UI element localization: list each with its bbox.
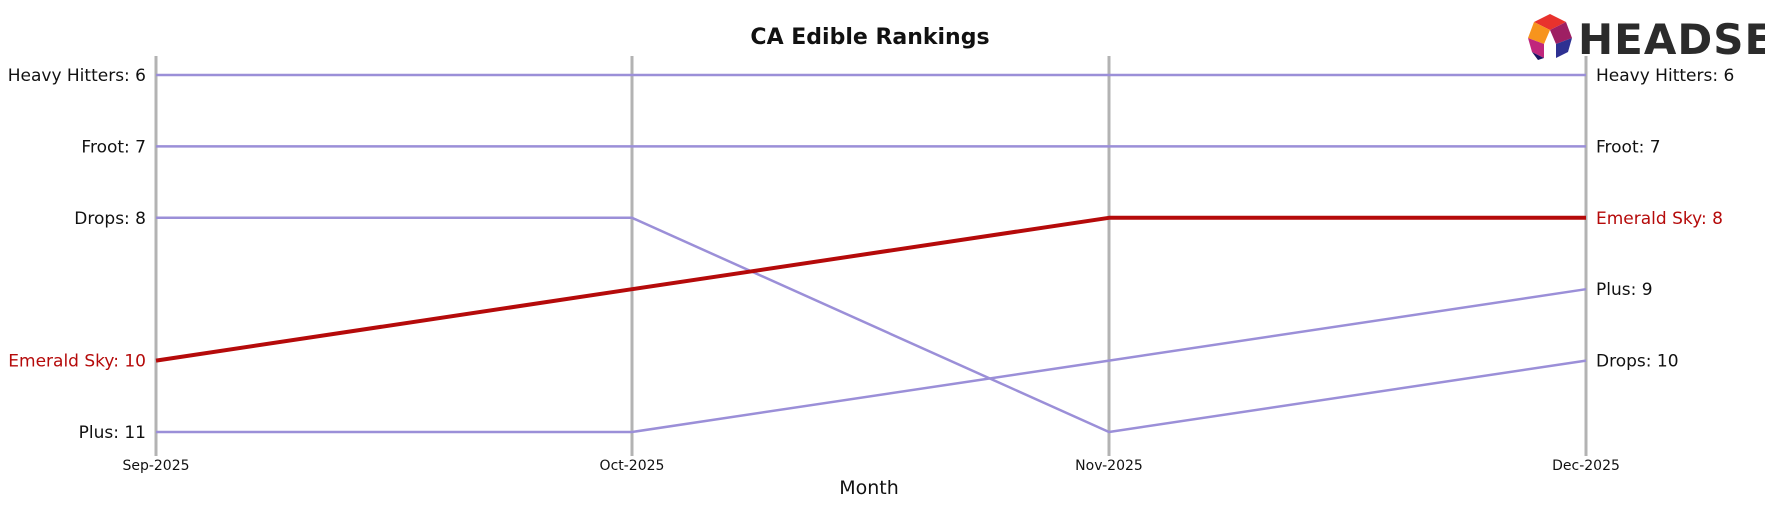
right-label-plus: Plus: 9: [1596, 280, 1653, 300]
headset-logo-mark: [1528, 14, 1572, 60]
series-line-emerald-sky: [155, 215, 1586, 363]
right-label-heavy-hitters: Heavy Hitters: 6: [1596, 66, 1734, 86]
x-tick-labels: Sep-2025 Oct-2025 Nov-2025 Dec-2025: [122, 458, 1619, 474]
x-tick-dec-2025: Dec-2025: [1552, 458, 1620, 474]
month-gridlines: [154, 56, 1588, 456]
logo-facet: [1532, 52, 1544, 60]
logo-text: HEADSET: [1578, 15, 1765, 64]
series-lines: [155, 73, 1587, 434]
left-rank-labels: Heavy Hitters: 6 Froot: 7 Drops: 8 Emerald …: [8, 66, 146, 443]
chart-title: CA Edible Rankings: [750, 25, 989, 50]
left-label-heavy-hitters: Heavy Hitters: 6: [8, 66, 146, 86]
x-tick-nov-2025: Nov-2025: [1075, 458, 1143, 474]
x-tick-oct-2025: Oct-2025: [600, 458, 665, 474]
logo-facet: [1550, 22, 1572, 44]
series-line-drops: [156, 216, 1587, 434]
logo-facet: [1528, 38, 1544, 58]
x-axis-label: Month: [839, 477, 899, 499]
logo-facet: [1528, 22, 1550, 44]
left-label-emerald-sky: Emerald Sky: 10: [8, 352, 146, 372]
series-line-plus: [156, 287, 1587, 434]
left-label-drops: Drops: 8: [74, 209, 146, 229]
headset-logo: HEADSET: [1528, 14, 1765, 64]
x-tick-sep-2025: Sep-2025: [122, 458, 189, 474]
logo-facet: [1556, 38, 1572, 58]
left-label-plus: Plus: 11: [79, 423, 146, 443]
left-label-froot: Froot: 7: [81, 137, 146, 157]
right-label-emerald-sky: Emerald Sky: 8: [1596, 209, 1723, 229]
right-label-drops: Drops: 10: [1596, 352, 1679, 372]
right-rank-labels: Heavy Hitters: 6 Froot: 7 Emerald Sky: 8 Pl…: [1596, 66, 1734, 372]
right-label-froot: Froot: 7: [1596, 137, 1661, 157]
